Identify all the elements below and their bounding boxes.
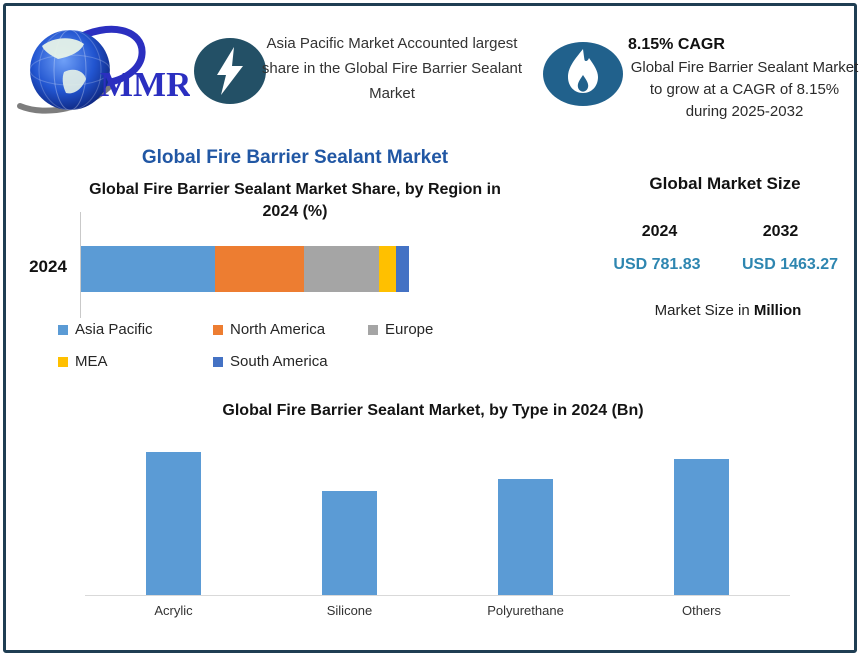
legend-label: MEA: [75, 353, 108, 370]
market-size-year-2032: 2032: [762, 223, 799, 240]
legend-swatch: [368, 324, 378, 335]
segment-europe: [304, 246, 380, 292]
footnote-prefix: Market Size in: [654, 302, 754, 319]
page-title: Global Fire Barrier Sealant Market: [141, 147, 449, 168]
market-size-value-2024: USD 781.83: [613, 256, 701, 273]
type-chart-plot: Acrylic Silicone Polyurethane Others: [85, 432, 790, 618]
flame-icon: [543, 42, 623, 106]
cagr-text: Global Fire Barrier Sealant Market to gr…: [630, 59, 859, 120]
category-label-silicone: Silicone: [326, 603, 373, 618]
footnote-unit: Million: [753, 302, 802, 319]
region-chart-title: Global Fire Barrier Sealant Market Share…: [89, 181, 501, 220]
legend-item-asia-pacific: Asia Pacific: [58, 321, 153, 338]
segment-south-america: [395, 246, 409, 292]
legend-swatch: [213, 356, 223, 367]
legend-label: North America: [230, 321, 326, 338]
segment-mea: [379, 246, 396, 292]
highlight-text: Asia Pacific Market Accounted largest sh…: [261, 35, 523, 102]
market-size-title: Global Market Size: [649, 174, 801, 193]
cagr-heading: 8.15% CAGR: [628, 36, 725, 53]
region-chart-year-label: 2024: [29, 257, 67, 276]
legend-item-mea: MEA: [58, 353, 108, 370]
region-stacked-bar: [81, 246, 409, 292]
legend-label: South America: [230, 353, 328, 370]
segment-asia-pacific: [81, 246, 216, 292]
type-chart-baseline: [85, 595, 790, 596]
legend-item-north-america: North America: [213, 321, 325, 338]
lightning-bolt-icon: [194, 38, 266, 104]
legend-item-europe: Europe: [368, 321, 433, 338]
market-size-year-2024: 2024: [641, 223, 678, 240]
legend-swatch: [213, 324, 223, 335]
category-label-acrylic: Acrylic: [154, 603, 193, 618]
legend-label: Asia Pacific: [75, 321, 153, 338]
logo-blue-swoosh: [70, 25, 146, 87]
logo-text: MMR: [100, 65, 190, 104]
region-chart-axis: [80, 212, 81, 318]
category-label-polyurethane: Polyurethane: [487, 603, 564, 618]
legend-item-south-america: South America: [213, 353, 328, 370]
market-size-footnote: Market Size in Million: [615, 302, 841, 319]
legend-swatch: [58, 324, 68, 335]
bar-others: [674, 459, 729, 595]
market-size-value-2032: USD 1463.27: [741, 256, 839, 273]
cagr-block: 8.15% CAGR Global Fire Barrier Sealant M…: [628, 36, 861, 123]
bar-acrylic: [146, 452, 201, 595]
mmr-logo: MMR: [17, 25, 190, 114]
legend-label: Europe: [385, 321, 434, 338]
type-chart-title: Global Fire Barrier Sealant Market, by T…: [222, 402, 644, 419]
legend-swatch: [58, 356, 68, 367]
segment-north-america: [215, 246, 305, 292]
bar-polyurethane: [498, 479, 553, 595]
category-label-others: Others: [681, 603, 721, 618]
bar-silicone: [322, 491, 377, 595]
